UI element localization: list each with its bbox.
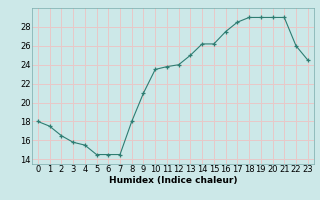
X-axis label: Humidex (Indice chaleur): Humidex (Indice chaleur) bbox=[108, 176, 237, 185]
